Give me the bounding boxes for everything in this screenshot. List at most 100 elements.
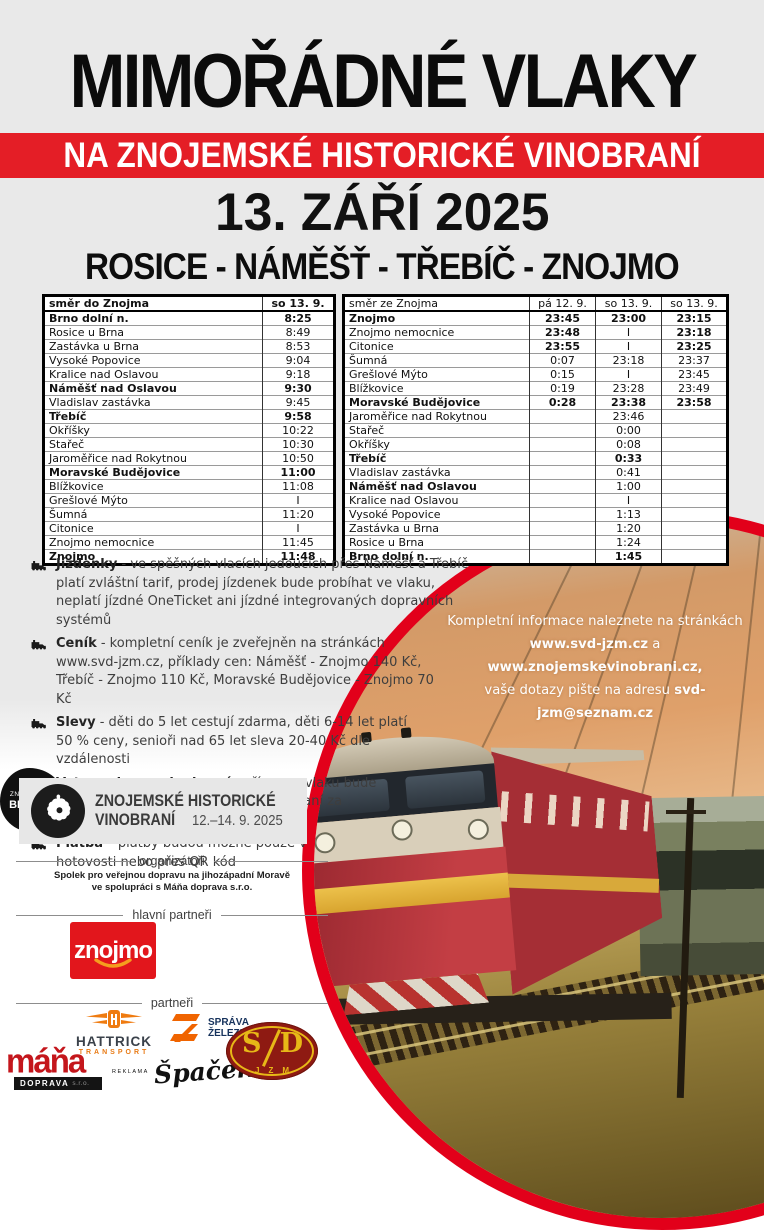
station-cell: Šumná <box>43 507 263 522</box>
table-row: Znojmo 11:48 <box>43 549 335 565</box>
station-cell: Stařeč <box>43 437 263 452</box>
direction-header: směr ze Znojma <box>343 295 530 312</box>
station-cell: Vladislav zastávka <box>43 395 263 410</box>
table-row: Znojmo nemocnice 23:48 I 23:18 <box>343 325 728 340</box>
time-cell: 8:49 <box>262 325 335 340</box>
znojmo-logo-text: znojmo <box>74 936 153 964</box>
station-cell: Znojmo nemocnice <box>43 535 263 550</box>
table-row: Znojmo nemocnice 11:45 <box>43 535 335 550</box>
time-cell: I <box>595 367 662 382</box>
table-row: Jaroměřice nad Rokytnou 23:46 <box>343 409 728 424</box>
table-row: Stařeč 10:30 <box>43 437 335 452</box>
time-cell <box>661 479 728 494</box>
table-row: Blížkovice 11:08 <box>43 479 335 494</box>
station-cell: Znojmo <box>343 310 530 326</box>
day-column-header: so 13. 9. <box>595 295 662 312</box>
time-cell: 0:41 <box>595 465 662 480</box>
hattrick-transport-logo: HATTRICK TRANSPORT <box>66 1008 162 1056</box>
event-logo-block: ZNOJEMSKÉ HISTORICKÉ VINOBRANÍ 12.–14. 9.… <box>19 778 307 844</box>
mana-doprava-text: DOPRAVA <box>20 1079 70 1088</box>
timetable-header-row: směr do Znojma so 13. 9. <box>43 295 335 312</box>
mana-sro-text: s.r.o. <box>72 1080 90 1087</box>
divider-line <box>16 860 131 862</box>
event-logo-dates: 12.–14. 9. 2025 <box>192 813 284 829</box>
timetable-to-znojmo: směr do Znojma so 13. 9. Brno dolní n. 8:2… <box>42 294 336 566</box>
divider-line <box>220 914 328 916</box>
time-cell: 0:19 <box>529 381 596 396</box>
note-text: - ve spěšných vlacích jedoucích přes Nám… <box>56 557 469 628</box>
main-partners-heading: hlavní partneři <box>16 908 328 922</box>
direction-header: směr do Znojma <box>43 295 263 312</box>
subtitle-banner: NA ZNOJEMSKÉ HISTORICKÉ VINOBRANÍ <box>0 133 764 178</box>
table-row: Náměšť nad Oslavou 1:00 <box>343 479 728 494</box>
table-row: Kralice nad Oslavou 9:18 <box>43 367 335 382</box>
table-row: Blížkovice 0:19 23:28 23:49 <box>343 381 728 396</box>
divider-line <box>16 1002 142 1004</box>
time-cell <box>661 493 728 508</box>
time-cell: 1:20 <box>595 521 662 536</box>
table-row: Vysoké Popovice 1:13 <box>343 507 728 522</box>
grape-map-glyph <box>47 794 71 821</box>
table-row: Třebíč 9:58 <box>43 409 335 424</box>
station-cell: Náměšť nad Oslavou <box>43 381 263 396</box>
svd-letter-d: D <box>279 1028 303 1059</box>
table-row: Šumná 0:07 23:18 23:37 <box>343 353 728 368</box>
organizers-heading-text: organizátoři <box>139 854 205 868</box>
time-cell <box>529 507 596 522</box>
time-cell: 23:00 <box>595 310 662 326</box>
time-cell: 11:45 <box>262 535 335 550</box>
station-cell: Jaroměřice nad Rokytnou <box>343 409 530 424</box>
time-cell: I <box>595 325 662 340</box>
event-logo-text: ZNOJEMSKÉ HISTORICKÉ VINOBRANÍ 12.–14. 9.… <box>95 792 310 830</box>
spacek-reklama-left: REKLAMA <box>112 1069 149 1075</box>
time-cell: 1:24 <box>595 535 662 550</box>
time-cell: 9:58 <box>262 409 335 424</box>
note-label: Slevy <box>56 715 96 730</box>
event-date-text: 13. ZÁŘÍ 2025 <box>214 183 550 242</box>
table-row: Třebíč 0:33 <box>343 451 728 466</box>
time-cell <box>529 479 596 494</box>
znojmo-smile-icon <box>94 958 132 968</box>
station-cell: Vysoké Popovice <box>43 353 263 368</box>
time-cell: 23:49 <box>661 381 728 396</box>
sprava-zeleznic-z-icon <box>170 1014 200 1042</box>
time-cell: 0:08 <box>595 437 662 452</box>
time-cell: 23:58 <box>661 395 728 410</box>
station-cell: Blížkovice <box>43 479 263 494</box>
time-cell: 23:48 <box>529 325 596 340</box>
footer-branding: ZNOJEMSKÉ HISTORICKÉ VINOBRANÍ 12.–14. 9.… <box>0 768 345 1090</box>
station-cell: Brno dolní n. <box>343 549 530 565</box>
time-cell: 0:07 <box>529 353 596 368</box>
station-cell: Kralice nad Oslavou <box>343 493 530 508</box>
time-cell: 0:15 <box>529 367 596 382</box>
time-cell: 8:53 <box>262 339 335 354</box>
station-cell: Kralice nad Oslavou <box>43 367 263 382</box>
time-cell <box>661 437 728 452</box>
time-cell: 11:20 <box>262 507 335 522</box>
train-bullet-icon <box>31 561 46 571</box>
poster-title: MIMOŘÁDNÉ VLAKY <box>0 40 764 124</box>
time-cell: 1:00 <box>595 479 662 494</box>
station-cell: Blížkovice <box>343 381 530 396</box>
time-cell: 10:22 <box>262 423 335 438</box>
train-bullet-icon <box>31 719 46 729</box>
sprava-line1: SPRÁVA <box>208 1017 249 1028</box>
hattrick-name: HATTRICK <box>76 1034 152 1049</box>
table-row: Vladislav zastávka 9:45 <box>43 395 335 410</box>
time-cell <box>529 493 596 508</box>
timetable-body: Znojmo 23:45 23:00 23:15 Znojmo nemocnice 23:… <box>343 310 728 565</box>
time-cell: 23:46 <box>595 409 662 424</box>
time-cell <box>661 409 728 424</box>
table-row: Znojmo 23:45 23:00 23:15 <box>343 310 728 326</box>
time-cell: 11:00 <box>262 465 335 480</box>
station-cell: Grešlové Mýto <box>343 367 530 382</box>
time-cell: 0:33 <box>595 451 662 466</box>
mana-doprava-logo: máňa DOPRAVA s.r.o. <box>6 1043 106 1090</box>
time-cell: 11:08 <box>262 479 335 494</box>
reklama-spacek-logo: REKLAMA Špaček REKLAMA <box>112 1054 296 1090</box>
station-cell: Brno dolní n. <box>43 310 263 326</box>
time-cell <box>661 507 728 522</box>
organizers-text: Spolek pro veřejnou dopravu na jihozápad… <box>16 870 328 894</box>
timetable-header-row: směr ze Znojma pá 12. 9. so 13. 9. so 13. 9… <box>343 295 728 312</box>
time-cell: 23:37 <box>661 353 728 368</box>
